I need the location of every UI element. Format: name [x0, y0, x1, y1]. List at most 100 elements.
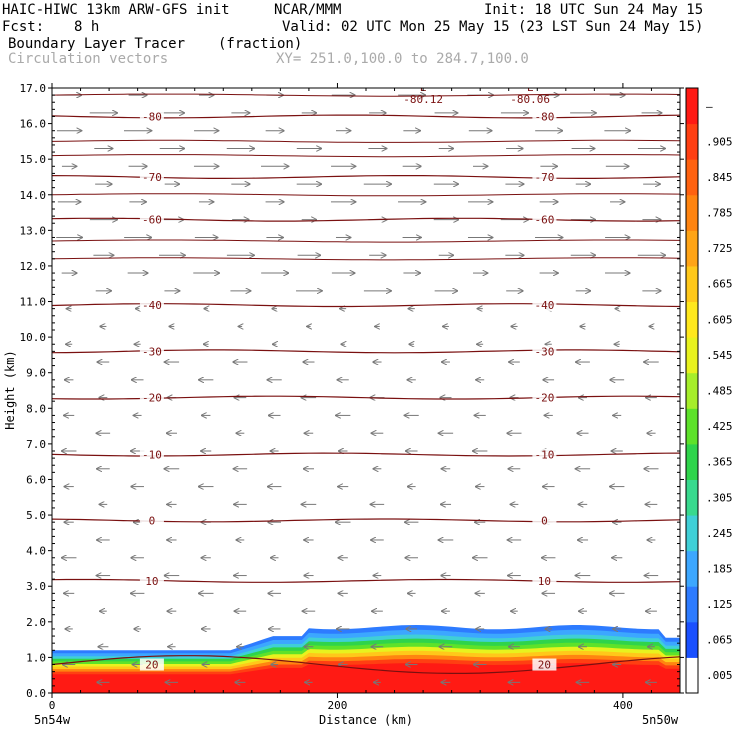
init-time: Init: 18 UTC Sun 24 May 15 — [484, 2, 704, 18]
contour-label: -30 — [142, 345, 162, 358]
temperature-contours: 20 20 10 10 0 0 -10 -10 -20 -20 -30 -30 -40 -40 -60 -60… — [52, 81, 680, 674]
y-tick-label: 8.0 — [26, 402, 46, 415]
x-left-endpoint: 5n54w — [34, 713, 71, 727]
y-axis-label: Height (km) — [3, 350, 17, 429]
y-axis: 0.0 1.0 2.0 3.0 4.0 5.0 6.0 7.0 8.0 9.0 10.0 11.0 12… — [20, 82, 684, 700]
fcst-value: 8 h — [74, 19, 100, 35]
tracer-field — [52, 625, 680, 693]
y-tick-label: 14.0 — [20, 189, 47, 202]
colorbar-label: .425 — [706, 420, 733, 433]
contour-label: -20 — [534, 392, 554, 405]
y-tick-label: 9.0 — [26, 367, 46, 380]
contour-label: -20 — [142, 392, 162, 405]
contour-label-bg — [532, 514, 557, 527]
minimum-marker: L — [527, 81, 534, 94]
contour-label-bg — [139, 299, 164, 312]
x-tick-label: 400 — [613, 699, 633, 712]
x-axis: 0 200 400 — [49, 83, 652, 712]
contour-label: -40 — [534, 299, 554, 312]
y-tick-label: 7.0 — [26, 438, 46, 451]
colorbar-label: .065 — [706, 634, 733, 647]
x-tick-label: 200 — [328, 699, 348, 712]
y-tick-label: 3.0 — [26, 580, 46, 593]
contour-line-minor — [52, 154, 680, 158]
contour-label-bg — [532, 391, 557, 404]
colorbar-swatch — [686, 337, 698, 374]
model-title: HAIC-HIWC 13km ARW-GFS init — [2, 2, 230, 18]
plot-area — [52, 88, 680, 693]
y-tick-label: 13.0 — [20, 224, 47, 237]
x-axis-label: Distance (km) — [319, 713, 413, 727]
contour-label-bg — [532, 170, 557, 183]
contour-label: -80 — [534, 110, 554, 123]
colorbar-label: .785 — [706, 207, 733, 220]
colorbar-frame — [685, 87, 699, 694]
y-tick-label: 6.0 — [26, 473, 46, 486]
y-tick-label: 12.0 — [20, 260, 47, 273]
y-tick-label: 2.0 — [26, 616, 46, 629]
contour-label: -60 — [534, 214, 554, 227]
contour-label-bg — [532, 345, 557, 358]
contour-label-bg — [532, 299, 557, 312]
colorbar-label: .245 — [706, 527, 733, 540]
colorbar-swatch — [686, 372, 698, 409]
colorbar-label: .125 — [706, 598, 733, 611]
contour-label: 0 — [541, 514, 548, 527]
colorbar-swatch — [686, 88, 698, 125]
contour-label-bg — [139, 658, 164, 671]
contour-label: -60 — [142, 214, 162, 227]
colorbar-label: .665 — [706, 278, 733, 291]
colorbar-label: .005 — [706, 669, 733, 682]
field-units: (fraction) — [218, 36, 303, 52]
y-tick-label: 17.0 — [20, 82, 47, 95]
colorbar-swatch — [686, 230, 698, 267]
x-right-endpoint: 5n50w — [642, 713, 679, 727]
contour-line-minor — [52, 193, 680, 197]
colorbar-label: .365 — [706, 456, 733, 469]
colorbar-swatch — [686, 301, 698, 338]
y-tick-label: 1.0 — [26, 651, 46, 664]
contour-label-bg — [139, 391, 164, 404]
contour-line-minor — [52, 93, 680, 97]
contour-label: -70 — [534, 171, 554, 184]
y-tick-label: 10.0 — [20, 331, 47, 344]
contour-line-minor — [52, 257, 680, 261]
colorbar-swatch — [686, 515, 698, 552]
x-tick-label: 0 — [49, 699, 56, 712]
colorbar-swatch — [686, 408, 698, 445]
colorbar-swatch — [686, 657, 698, 694]
contour-label: -10 — [142, 449, 162, 462]
contour-label-bg — [139, 448, 164, 461]
contour-label-bg — [139, 213, 164, 226]
y-tick-label: 16.0 — [20, 118, 47, 131]
contour-label: -70 — [142, 171, 162, 184]
colorbar-label: .185 — [706, 562, 733, 575]
colorbar-swatch — [686, 586, 698, 623]
contour-label-bg — [139, 170, 164, 183]
field-name: Boundary Layer Tracer — [8, 36, 186, 52]
minimum-value: -80.06 — [510, 93, 550, 106]
y-tick-label: 15.0 — [20, 153, 47, 166]
contour-line — [52, 655, 680, 674]
contour-label: 10 — [145, 575, 158, 588]
colorbar-label: .305 — [706, 491, 733, 504]
contour-label: -80 — [142, 110, 162, 123]
contour-label: -10 — [534, 449, 554, 462]
fcst-label: Fcst: — [2, 19, 45, 35]
contour-label-bg — [139, 514, 164, 527]
colorbar-swatch — [686, 265, 698, 303]
contour-label: 20 — [538, 659, 551, 672]
colorbar-swatch — [686, 194, 698, 231]
circulation-vectors — [56, 95, 665, 682]
colorbar-label: .905 — [706, 135, 733, 148]
colorbar-label: .605 — [706, 313, 733, 326]
valid-time: Valid: 02 UTC Mon 25 May 15 (23 LST Sun … — [282, 19, 704, 35]
contour-label: -40 — [142, 299, 162, 312]
contour-label: -30 — [534, 345, 554, 358]
contour-label-bg — [532, 213, 557, 226]
cross-section-coords: XY= 251.0,100.0 to 284.7,100.0 — [276, 51, 529, 67]
contour-label-bg — [139, 345, 164, 358]
contour-label-bg — [532, 448, 557, 461]
colorbar-swatch — [686, 550, 698, 587]
contour-label-bg — [139, 574, 164, 587]
